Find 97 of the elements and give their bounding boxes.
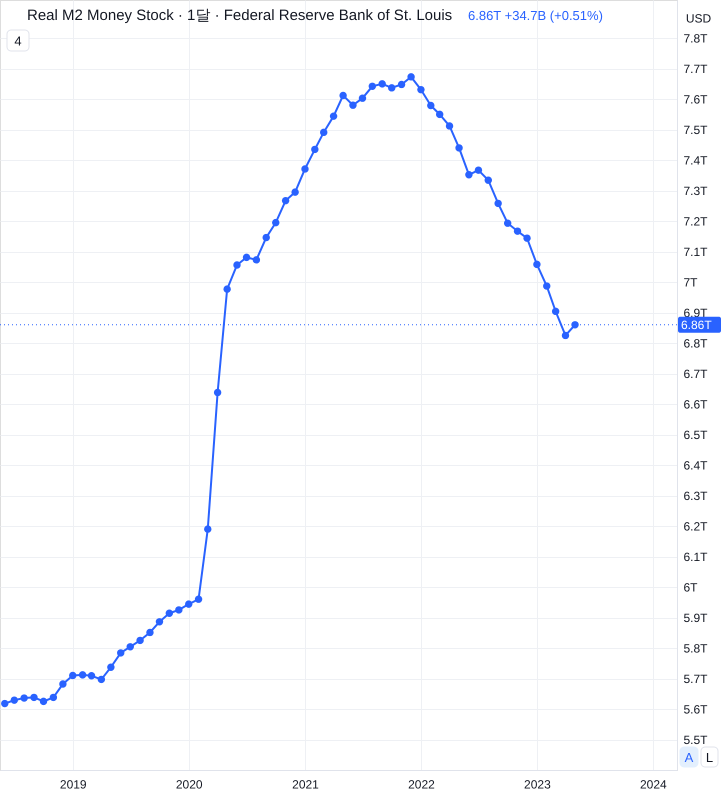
y-tick-label: 7.4T	[684, 154, 708, 168]
point	[252, 256, 260, 264]
y-tick-label: 6.4T	[684, 458, 708, 473]
point	[10, 696, 18, 704]
point	[291, 188, 299, 196]
point	[262, 234, 270, 242]
x-tick-label: 2023	[524, 778, 552, 792]
point	[436, 110, 444, 118]
point	[146, 628, 154, 636]
point	[474, 166, 482, 174]
y-tick-label: 6.7T	[684, 367, 708, 382]
point	[59, 680, 67, 688]
y-tick-label: 6.9T	[684, 306, 708, 320]
point	[242, 254, 250, 262]
point	[427, 102, 434, 110]
point	[311, 146, 319, 154]
point	[88, 672, 96, 680]
ref-line-label: 6.86T	[681, 318, 712, 332]
text: L	[706, 750, 714, 765]
point	[533, 260, 541, 268]
point	[368, 82, 376, 90]
point	[272, 218, 280, 226]
point	[514, 227, 522, 235]
point	[407, 73, 415, 81]
point	[330, 112, 338, 120]
x-tick-label: 2019	[60, 778, 87, 792]
text: 6.86T +34.7B (+0.51%)	[468, 8, 603, 23]
y-tick-label: 6.6T	[684, 398, 708, 412]
y-tick-label: 7.3T	[684, 184, 708, 198]
y-tick-label: 6.1T	[684, 550, 708, 564]
point	[194, 596, 202, 603]
point	[40, 698, 48, 706]
point	[20, 694, 28, 702]
point	[156, 618, 164, 626]
point	[320, 128, 328, 136]
point	[107, 664, 115, 671]
point	[484, 176, 492, 184]
y-tick-label: 7.2T	[684, 214, 708, 229]
point	[455, 144, 463, 152]
point	[301, 165, 309, 173]
chart-title: Real M2 Money Stock · 1달 · Federal Reserve Bank of St. Louis	[27, 7, 452, 24]
point	[69, 672, 76, 680]
point	[233, 261, 241, 269]
y-tick-label: 6.5T	[684, 428, 708, 442]
y-tick-label: 6.3T	[684, 489, 708, 504]
point	[388, 84, 396, 92]
point	[214, 388, 222, 396]
point	[126, 643, 134, 650]
y-tick-label: 6T	[684, 580, 698, 595]
point	[349, 102, 357, 109]
point	[30, 694, 38, 702]
point	[166, 610, 174, 617]
y-tick-label: 7.5T	[684, 123, 708, 138]
y-tick-label: 7T	[684, 276, 698, 290]
point	[465, 171, 473, 178]
point	[204, 525, 212, 533]
x-tick-label: 2024	[640, 778, 668, 792]
point	[494, 200, 502, 208]
point	[543, 282, 550, 290]
point	[117, 649, 124, 657]
y-tick-label: 7.1T	[684, 245, 708, 260]
point	[282, 196, 290, 204]
y-tick-label: 6.2T	[684, 520, 708, 534]
y-tick-label: 7.6T	[684, 92, 708, 107]
annotation: 4	[14, 34, 22, 48]
y-tick-label: 7.7T	[684, 62, 708, 76]
point	[98, 676, 106, 684]
y-tick-label: 5.8T	[684, 642, 708, 656]
point	[78, 671, 86, 679]
point	[562, 332, 570, 340]
point	[504, 220, 512, 227]
x-tick-label: 2020	[176, 778, 203, 792]
point	[398, 80, 406, 88]
y-axis-title: USD	[686, 12, 712, 26]
point	[552, 308, 560, 316]
y-tick-label: 5.5T	[684, 733, 708, 748]
point	[446, 122, 454, 130]
point	[417, 86, 425, 94]
point	[185, 600, 192, 608]
point	[571, 321, 579, 328]
point	[223, 285, 231, 293]
y-tick-label: 6.8T	[684, 336, 708, 351]
point	[136, 636, 144, 644]
point	[523, 234, 531, 242]
y-tick-label: 5.6T	[684, 702, 708, 717]
text: A	[684, 750, 694, 765]
point	[1, 700, 8, 708]
point	[175, 606, 183, 614]
y-tick-label: 7.8T	[684, 32, 708, 46]
x-tick-label: 2022	[408, 778, 436, 792]
x-tick-label: 2021	[292, 778, 320, 792]
point	[378, 80, 386, 88]
y-tick-label: 5.7T	[684, 672, 708, 686]
y-tick-label: 5.9T	[684, 611, 708, 626]
point	[339, 92, 347, 100]
point	[358, 94, 366, 102]
point	[50, 694, 58, 702]
